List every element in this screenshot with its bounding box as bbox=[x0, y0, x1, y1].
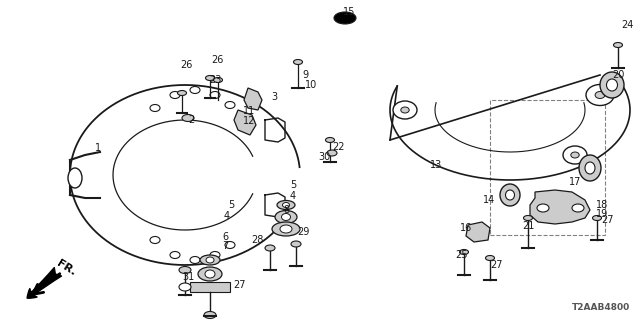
Ellipse shape bbox=[401, 107, 409, 113]
Text: 13: 13 bbox=[430, 160, 442, 170]
Ellipse shape bbox=[210, 252, 220, 259]
Text: 14: 14 bbox=[483, 195, 495, 205]
Text: 8: 8 bbox=[283, 205, 289, 215]
Text: 16: 16 bbox=[460, 223, 472, 233]
Text: 5: 5 bbox=[228, 200, 234, 210]
Ellipse shape bbox=[563, 146, 587, 164]
Ellipse shape bbox=[179, 283, 191, 291]
Ellipse shape bbox=[277, 201, 295, 210]
Ellipse shape bbox=[282, 213, 291, 220]
Text: 27: 27 bbox=[490, 260, 502, 270]
Text: 18: 18 bbox=[596, 200, 608, 210]
Ellipse shape bbox=[291, 241, 301, 247]
Ellipse shape bbox=[537, 204, 549, 212]
Text: 28: 28 bbox=[251, 235, 264, 245]
Ellipse shape bbox=[586, 84, 614, 106]
Polygon shape bbox=[244, 88, 262, 110]
Ellipse shape bbox=[214, 77, 223, 83]
Ellipse shape bbox=[327, 150, 337, 156]
Ellipse shape bbox=[150, 105, 160, 111]
Text: 17: 17 bbox=[569, 177, 581, 187]
Ellipse shape bbox=[68, 168, 82, 188]
Ellipse shape bbox=[614, 43, 623, 47]
Text: 7: 7 bbox=[222, 241, 228, 251]
Ellipse shape bbox=[182, 115, 194, 122]
Ellipse shape bbox=[150, 236, 160, 244]
Ellipse shape bbox=[326, 138, 335, 142]
Ellipse shape bbox=[486, 255, 495, 260]
Ellipse shape bbox=[272, 222, 300, 236]
Polygon shape bbox=[190, 282, 230, 292]
Ellipse shape bbox=[205, 270, 215, 278]
Text: 29: 29 bbox=[297, 227, 309, 237]
Ellipse shape bbox=[275, 211, 297, 223]
Text: 27: 27 bbox=[601, 215, 614, 225]
Text: FR.: FR. bbox=[55, 259, 77, 278]
Text: 15: 15 bbox=[343, 7, 355, 17]
Ellipse shape bbox=[294, 60, 303, 65]
Ellipse shape bbox=[170, 252, 180, 259]
Ellipse shape bbox=[572, 204, 584, 212]
Text: 25: 25 bbox=[455, 250, 467, 260]
Polygon shape bbox=[466, 222, 490, 242]
Text: 4: 4 bbox=[290, 191, 296, 201]
Ellipse shape bbox=[282, 203, 289, 207]
Text: 31: 31 bbox=[182, 272, 195, 282]
Ellipse shape bbox=[177, 91, 186, 95]
Bar bbox=[490, 100, 605, 235]
Text: 11: 11 bbox=[243, 106, 255, 116]
Ellipse shape bbox=[204, 311, 216, 318]
Text: 26: 26 bbox=[180, 60, 193, 70]
Text: 3: 3 bbox=[271, 92, 277, 102]
Ellipse shape bbox=[500, 184, 520, 206]
Text: 21: 21 bbox=[522, 221, 534, 231]
Ellipse shape bbox=[205, 76, 214, 81]
Text: 26: 26 bbox=[211, 55, 223, 65]
Ellipse shape bbox=[334, 12, 356, 24]
Ellipse shape bbox=[200, 255, 220, 265]
Ellipse shape bbox=[393, 101, 417, 119]
Ellipse shape bbox=[210, 92, 220, 99]
Ellipse shape bbox=[170, 92, 180, 99]
Polygon shape bbox=[530, 190, 590, 224]
Text: T2AAB4800: T2AAB4800 bbox=[572, 303, 630, 312]
Text: 12: 12 bbox=[243, 116, 255, 126]
Ellipse shape bbox=[579, 155, 601, 181]
Text: 9: 9 bbox=[302, 70, 308, 80]
Ellipse shape bbox=[280, 225, 292, 233]
Ellipse shape bbox=[593, 215, 602, 220]
Ellipse shape bbox=[265, 245, 275, 251]
Ellipse shape bbox=[600, 72, 624, 98]
Ellipse shape bbox=[225, 101, 235, 108]
Ellipse shape bbox=[460, 250, 468, 254]
Polygon shape bbox=[234, 110, 256, 135]
Ellipse shape bbox=[225, 242, 235, 249]
Text: 4: 4 bbox=[224, 211, 230, 221]
Ellipse shape bbox=[198, 267, 222, 281]
Text: 6: 6 bbox=[222, 232, 228, 242]
Text: 27: 27 bbox=[233, 280, 246, 290]
Ellipse shape bbox=[206, 257, 214, 263]
Text: 2: 2 bbox=[188, 115, 195, 125]
Text: 5: 5 bbox=[290, 180, 296, 190]
Ellipse shape bbox=[524, 215, 532, 220]
Text: 30: 30 bbox=[318, 152, 330, 162]
Ellipse shape bbox=[506, 190, 515, 200]
Text: 22: 22 bbox=[332, 142, 344, 152]
Text: 23: 23 bbox=[209, 75, 221, 85]
Text: 19: 19 bbox=[596, 209, 608, 219]
Ellipse shape bbox=[607, 79, 618, 91]
Ellipse shape bbox=[190, 86, 200, 93]
Text: 10: 10 bbox=[305, 80, 317, 90]
Ellipse shape bbox=[595, 92, 605, 99]
Text: 1: 1 bbox=[95, 143, 101, 153]
Ellipse shape bbox=[571, 152, 579, 158]
Ellipse shape bbox=[179, 267, 191, 274]
Text: 20: 20 bbox=[612, 70, 625, 80]
Ellipse shape bbox=[585, 162, 595, 174]
Text: 24: 24 bbox=[621, 20, 634, 30]
Ellipse shape bbox=[190, 257, 200, 263]
